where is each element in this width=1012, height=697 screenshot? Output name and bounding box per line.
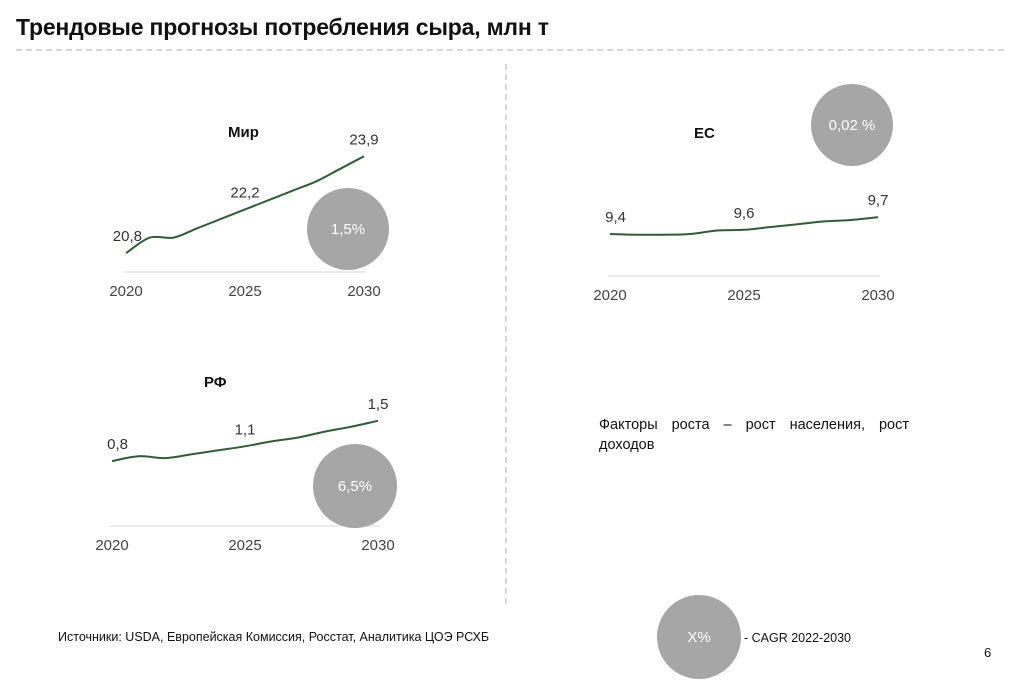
data-label: 1,1 <box>235 421 256 438</box>
legend-cagr-text: - CAGR 2022-2030 <box>744 631 852 645</box>
vertical-divider <box>505 64 507 604</box>
chart-title-eu: ЕС <box>694 125 715 142</box>
x-tick-label: 2025 <box>727 287 760 304</box>
chart-title-russia: РФ <box>204 374 227 391</box>
chart-title-world: Мир <box>228 124 259 141</box>
data-label: 9,7 <box>868 192 889 209</box>
page-title: Трендовые прогнозы потребления сыра, млн… <box>16 14 549 40</box>
page-number: 6 <box>984 645 992 660</box>
series-line <box>111 419 379 463</box>
sources-note: Источники: USDA, Европейская Комиссия, Р… <box>58 630 490 644</box>
x-tick-label: 2030 <box>861 287 894 304</box>
x-tick-label: 2030 <box>361 537 394 554</box>
series-line <box>609 216 879 236</box>
data-label: 9,4 <box>605 209 626 226</box>
x-tick-label: 2030 <box>347 283 380 300</box>
x-tick-label: 2020 <box>95 537 128 554</box>
data-label: 20,8 <box>113 228 142 245</box>
legend-cagr-circle: X% <box>657 595 741 679</box>
data-label: 23,9 <box>349 131 378 148</box>
title-divider <box>16 49 1004 51</box>
x-tick-label: 2025 <box>228 537 261 554</box>
growth-factors-text: Факторы роста – рост населения, рост дох… <box>599 417 909 453</box>
cagr-badge-eu: 0,02 % <box>811 84 893 166</box>
x-tick-label: 2025 <box>228 283 261 300</box>
x-tick-label: 2020 <box>109 283 142 300</box>
data-label: 0,8 <box>107 436 128 453</box>
data-label: 9,6 <box>734 205 755 222</box>
data-label: 22,2 <box>230 184 259 201</box>
cagr-badge-russia: 6,5% <box>313 444 397 528</box>
data-label: 1,5 <box>368 396 389 413</box>
series-line <box>125 155 365 255</box>
cagr-badge-world: 1,5% <box>307 188 389 270</box>
x-tick-label: 2020 <box>593 287 626 304</box>
